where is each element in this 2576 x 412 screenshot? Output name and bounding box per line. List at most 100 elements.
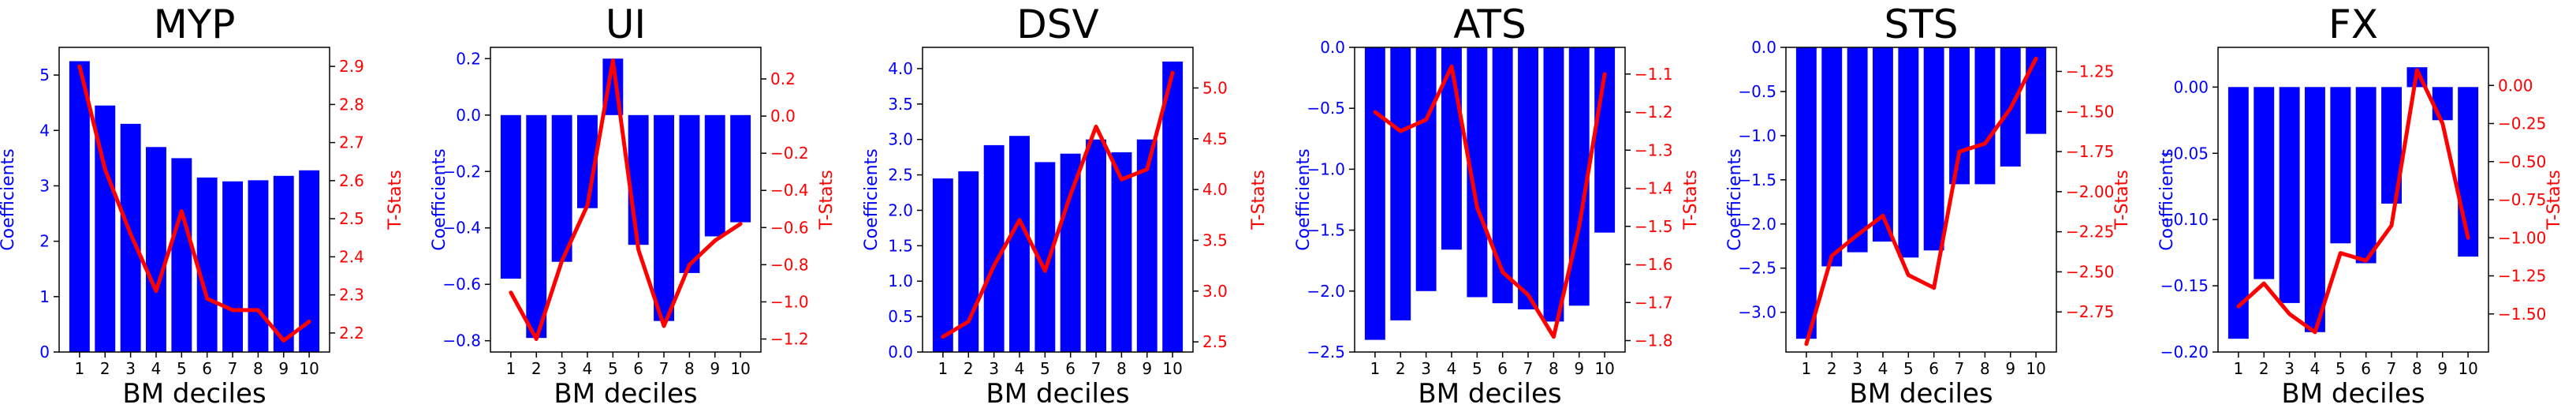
right-tick-label: −0.6 bbox=[770, 218, 809, 237]
x-tick-label: 4 bbox=[151, 359, 162, 378]
x-tick-label: 3 bbox=[2284, 359, 2295, 378]
x-tick-label: 6 bbox=[633, 359, 643, 378]
left-tick-label: −0.15 bbox=[2160, 276, 2209, 295]
right-tick-label: −2.50 bbox=[2066, 262, 2114, 281]
bar-decile-3 bbox=[983, 144, 1005, 352]
bar-decile-9 bbox=[2432, 87, 2453, 121]
y-axis-label-right: T-Stats bbox=[817, 170, 837, 230]
bar-decile-8 bbox=[679, 114, 700, 273]
x-tick-label: 2 bbox=[1827, 359, 1837, 378]
x-tick-label: 4 bbox=[1878, 359, 1888, 378]
right-tick-label: −0.75 bbox=[2498, 190, 2546, 209]
bar-decile-8 bbox=[248, 180, 269, 352]
bar-decile-9 bbox=[273, 175, 294, 352]
x-tick-label: 6 bbox=[2361, 359, 2371, 378]
right-tick-label: −1.75 bbox=[2066, 142, 2114, 161]
left-tick-label: 2 bbox=[39, 232, 50, 251]
x-tick-label: 4 bbox=[583, 359, 593, 378]
x-tick-label: 6 bbox=[202, 359, 212, 378]
y-axis-label-right: T-Stats bbox=[1681, 170, 1701, 230]
right-tick-label: 3.5 bbox=[1202, 230, 1228, 249]
right-tick-label: 2.7 bbox=[339, 133, 364, 152]
x-tick-label: 3 bbox=[1852, 359, 1862, 378]
y-axis-label-left: Coefficients bbox=[2157, 148, 2177, 250]
right-tick-label: −1.4 bbox=[1635, 179, 1673, 198]
x-tick-label: 2 bbox=[964, 359, 974, 378]
left-tick-label: 0.0 bbox=[1320, 38, 1345, 57]
x-tick-label: 7 bbox=[2387, 359, 2397, 378]
x-tick-label: 10 bbox=[1594, 359, 1614, 378]
y-axis-label-right: T-Stats bbox=[2112, 170, 2132, 230]
x-tick-label: 2 bbox=[531, 359, 542, 378]
x-tick-label: 9 bbox=[2005, 359, 2015, 378]
right-tick-label: −1.1 bbox=[1635, 65, 1673, 84]
x-tick-label: 4 bbox=[2310, 359, 2321, 378]
right-tick-label: −0.25 bbox=[2498, 114, 2546, 133]
x-tick-label: 1 bbox=[1802, 359, 1812, 378]
bar-decile-7 bbox=[222, 181, 243, 352]
bar-decile-6 bbox=[1923, 47, 1944, 251]
left-tick-label: 4 bbox=[39, 121, 50, 140]
left-tick-label: −0.2 bbox=[442, 162, 481, 181]
bar-decile-8 bbox=[1543, 47, 1564, 322]
x-tick-label: 8 bbox=[684, 359, 695, 378]
x-tick-label: 5 bbox=[2336, 359, 2346, 378]
bar-decile-4 bbox=[1873, 47, 1893, 242]
x-tick-label: 5 bbox=[1040, 359, 1050, 378]
bar-decile-5 bbox=[1898, 47, 1919, 258]
right-tick-label: 0.2 bbox=[770, 69, 796, 88]
bar-decile-6 bbox=[1060, 153, 1081, 352]
chart-panel-ats: −2.5 −2.0 −1.5 −1.0 −0.5 0.0 −1.8 −1.7 −1.6 −1.5 −… bbox=[1294, 2, 1701, 410]
right-tick-label: 2.9 bbox=[339, 57, 364, 76]
x-tick-label: 10 bbox=[1162, 359, 1182, 378]
bar-decile-1 bbox=[69, 61, 90, 352]
left-tick-label: −2.0 bbox=[1307, 282, 1345, 301]
left-tick-label: 3.0 bbox=[888, 130, 913, 149]
tstat-line bbox=[509, 58, 743, 341]
x-tick-label: 10 bbox=[2026, 359, 2045, 378]
bar-decile-1 bbox=[1795, 47, 1817, 339]
x-tick-label: 8 bbox=[2412, 359, 2422, 378]
x-axis-label: BM deciles bbox=[2281, 378, 2425, 410]
chart-title: STS bbox=[1884, 2, 1958, 47]
left-tick-label: −0.5 bbox=[1307, 99, 1345, 118]
chart-title: DSV bbox=[1016, 2, 1098, 47]
tstat-line bbox=[941, 70, 1175, 339]
x-tick-label: 7 bbox=[659, 359, 669, 378]
bar-decile-6 bbox=[2355, 87, 2377, 264]
x-tick-label: 8 bbox=[1980, 359, 1990, 378]
bar-decile-3 bbox=[551, 114, 572, 262]
x-tick-label: 9 bbox=[1574, 359, 1584, 378]
left-tick-label: 5 bbox=[39, 66, 50, 84]
right-tick-label: 3.0 bbox=[1202, 282, 1228, 301]
x-tick-label: 4 bbox=[1015, 359, 1025, 378]
tstat-line bbox=[2236, 68, 2470, 335]
plot-frame bbox=[922, 47, 1194, 353]
x-tick-label: 5 bbox=[177, 359, 187, 378]
chart-title: MYP bbox=[154, 2, 236, 47]
bar-decile-1 bbox=[932, 178, 953, 352]
x-axis-label: BM deciles bbox=[1418, 378, 1561, 410]
y-axis-label-right: T-Stats bbox=[2544, 170, 2564, 230]
x-tick-label: 8 bbox=[1117, 359, 1127, 378]
x-tick-label: 10 bbox=[299, 359, 319, 378]
left-tick-label: 0.2 bbox=[456, 49, 481, 68]
y-axis-label-right: T-Stats bbox=[1249, 170, 1269, 230]
right-tick-label: −0.8 bbox=[770, 255, 809, 274]
left-tick-label: −0.20 bbox=[2160, 343, 2209, 361]
bar-decile-1 bbox=[500, 114, 521, 279]
left-tick-label: −2.0 bbox=[1738, 215, 1776, 234]
right-tick-label: 5.0 bbox=[1202, 78, 1228, 97]
y-axis-label-left: Coefficients bbox=[1294, 148, 1314, 250]
left-tick-label: 4.0 bbox=[888, 59, 913, 78]
left-tick-label: 1.5 bbox=[888, 236, 913, 255]
bar-decile-6 bbox=[1492, 47, 1513, 304]
left-tick-label: 1 bbox=[39, 287, 50, 306]
right-tick-label: −0.2 bbox=[770, 144, 809, 163]
left-tick-label: −0.4 bbox=[442, 219, 481, 238]
bar-decile-10 bbox=[2458, 87, 2479, 257]
left-tick-label: 2.0 bbox=[888, 200, 913, 219]
x-axis-label: BM deciles bbox=[554, 378, 697, 410]
chart-panel-fx: −0.20 −0.15 −0.10 −0.05 0.00 −1.50 −1.25 −1.00 −… bbox=[2157, 2, 2564, 410]
